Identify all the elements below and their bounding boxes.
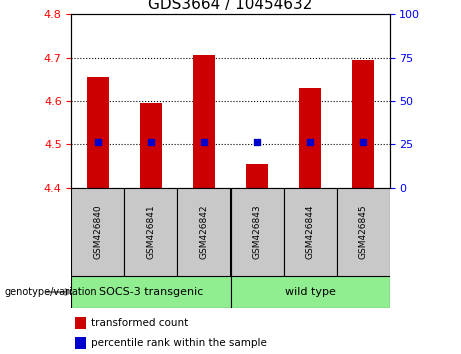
Bar: [193, 55, 214, 188]
Bar: [299, 88, 320, 188]
Text: GSM426840: GSM426840: [94, 205, 102, 259]
Text: GSM426845: GSM426845: [359, 205, 367, 259]
Text: GSM426841: GSM426841: [147, 205, 155, 259]
FancyBboxPatch shape: [230, 276, 390, 308]
FancyBboxPatch shape: [284, 188, 337, 276]
FancyBboxPatch shape: [124, 188, 177, 276]
Text: genotype/variation: genotype/variation: [5, 287, 97, 297]
Text: GSM426842: GSM426842: [200, 205, 208, 259]
Bar: [87, 77, 108, 188]
Bar: [352, 60, 373, 188]
Bar: [75, 337, 86, 348]
Text: wild type: wild type: [284, 287, 336, 297]
Text: percentile rank within the sample: percentile rank within the sample: [90, 338, 266, 348]
Bar: [140, 103, 161, 188]
FancyBboxPatch shape: [71, 188, 124, 276]
FancyBboxPatch shape: [337, 188, 390, 276]
Bar: [75, 317, 86, 329]
FancyBboxPatch shape: [71, 276, 230, 308]
FancyBboxPatch shape: [177, 188, 230, 276]
Text: GSM426843: GSM426843: [253, 205, 261, 259]
Text: SOCS-3 transgenic: SOCS-3 transgenic: [99, 287, 203, 297]
Bar: [246, 164, 267, 188]
Text: GSM426844: GSM426844: [306, 205, 314, 259]
Text: transformed count: transformed count: [90, 318, 188, 328]
Title: GDS3664 / 10454632: GDS3664 / 10454632: [148, 0, 313, 12]
FancyBboxPatch shape: [230, 188, 284, 276]
